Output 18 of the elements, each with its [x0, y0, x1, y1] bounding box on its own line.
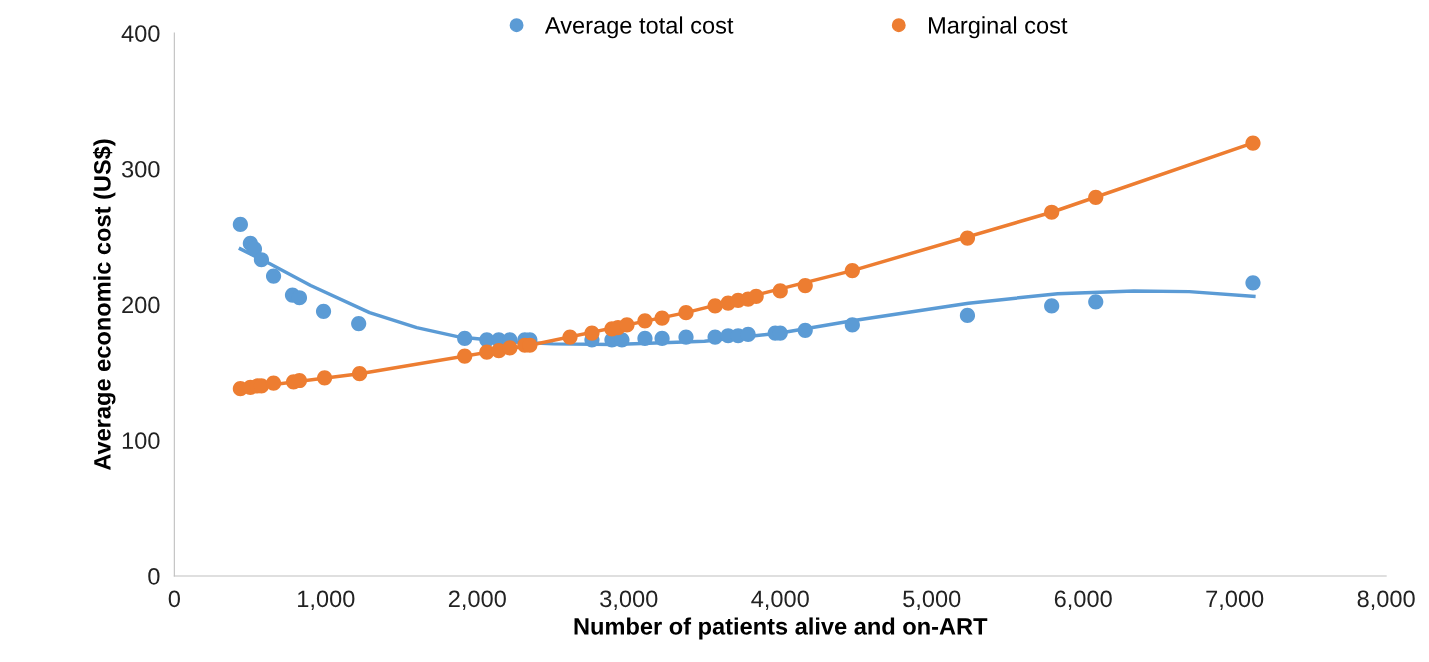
x-tick-label: 3,000 — [600, 590, 658, 610]
x-tick-label: 4,000 — [751, 590, 809, 610]
y-tick-label: 400 — [121, 25, 160, 42]
y-tick-label: 300 — [121, 160, 160, 178]
x-tick-label: 7,000 — [1206, 590, 1264, 610]
x-tick-label: 1,000 — [298, 590, 355, 610]
legend-label: Marginal cost — [929, 16, 1068, 39]
y-tick-label: 200 — [122, 296, 160, 314]
x-axis-title: Number of patients alive and on-ART — [574, 617, 988, 640]
x-tick-label: 2,000 — [448, 590, 506, 610]
x-tick-label: 6,000 — [1054, 590, 1112, 610]
x-tick-label: 8,000 — [1357, 590, 1415, 610]
x-tick-label: 0 — [168, 590, 180, 608]
y-axis-title: Average economic cost (US$) — [92, 139, 116, 471]
y-tick-label: 0 — [148, 568, 160, 585]
x-tick-label: 5,000 — [903, 590, 961, 610]
y-tick-label: 100 — [122, 432, 160, 450]
legend-label: Average total cost — [544, 16, 734, 39]
